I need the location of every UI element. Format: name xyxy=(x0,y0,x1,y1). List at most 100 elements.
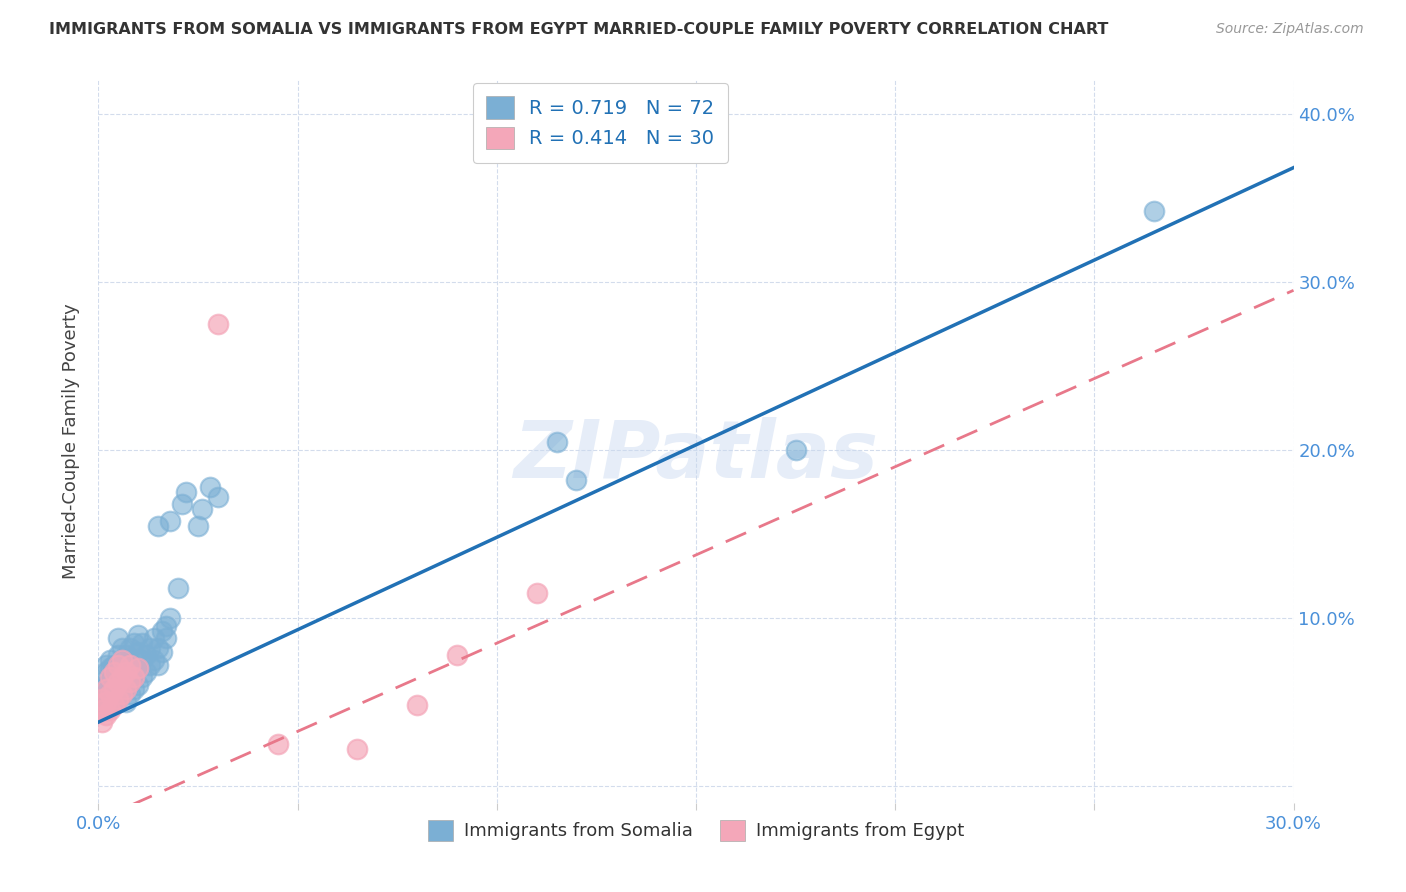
Point xyxy=(98,687,122,701)
Point xyxy=(127,678,149,692)
Point xyxy=(107,648,129,662)
Point xyxy=(155,619,177,633)
Point xyxy=(150,624,173,639)
Point xyxy=(155,631,177,645)
Point xyxy=(127,661,149,675)
Point xyxy=(1143,204,1166,219)
Point xyxy=(139,641,162,656)
Point xyxy=(115,665,138,679)
Point xyxy=(267,737,290,751)
Point xyxy=(120,674,142,689)
Point xyxy=(785,442,807,457)
Point xyxy=(115,648,138,662)
Point xyxy=(127,628,149,642)
Point xyxy=(565,473,588,487)
Text: ZIPatlas: ZIPatlas xyxy=(513,417,879,495)
Point xyxy=(107,691,129,706)
Point xyxy=(96,681,118,696)
Point xyxy=(96,678,118,692)
Point xyxy=(124,665,146,679)
Point xyxy=(207,317,229,331)
Point xyxy=(446,648,468,662)
Point xyxy=(131,636,153,650)
Point xyxy=(111,641,134,656)
Legend: Immigrants from Somalia, Immigrants from Egypt: Immigrants from Somalia, Immigrants from… xyxy=(420,813,972,848)
Point xyxy=(107,658,129,673)
Point xyxy=(111,687,134,701)
Point xyxy=(120,658,142,673)
Point xyxy=(91,681,114,696)
Point xyxy=(120,674,142,689)
Point xyxy=(96,695,118,709)
Point xyxy=(135,665,157,679)
Point xyxy=(115,678,138,692)
Point xyxy=(98,653,122,667)
Point xyxy=(346,742,368,756)
Point xyxy=(159,514,181,528)
Point xyxy=(135,648,157,662)
Point xyxy=(127,661,149,675)
Point xyxy=(143,631,166,645)
Point xyxy=(111,653,134,667)
Point xyxy=(207,490,229,504)
Point xyxy=(96,708,118,723)
Point xyxy=(91,691,114,706)
Point xyxy=(98,661,122,675)
Point xyxy=(198,480,221,494)
Point xyxy=(91,698,114,713)
Point xyxy=(191,501,214,516)
Point xyxy=(98,674,122,689)
Point xyxy=(526,586,548,600)
Point xyxy=(103,698,125,713)
Point xyxy=(120,658,142,673)
Point xyxy=(96,687,118,701)
Point xyxy=(124,681,146,696)
Point xyxy=(91,703,114,717)
Point xyxy=(98,687,122,701)
Point xyxy=(111,670,134,684)
Point xyxy=(107,691,129,706)
Point xyxy=(143,653,166,667)
Point xyxy=(103,681,125,696)
Point xyxy=(107,674,129,689)
Point xyxy=(131,670,153,684)
Point xyxy=(127,644,149,658)
Point xyxy=(103,658,125,673)
Point xyxy=(115,665,138,679)
Point xyxy=(115,695,138,709)
Point xyxy=(91,715,114,730)
Point xyxy=(98,698,122,713)
Point xyxy=(120,687,142,701)
Point xyxy=(148,641,170,656)
Point xyxy=(103,695,125,709)
Point xyxy=(91,691,114,706)
Point xyxy=(174,485,197,500)
Point xyxy=(96,658,118,673)
Text: Source: ZipAtlas.com: Source: ZipAtlas.com xyxy=(1216,22,1364,37)
Point xyxy=(107,631,129,645)
Point xyxy=(172,497,194,511)
Point xyxy=(148,518,170,533)
Point xyxy=(124,653,146,667)
Point xyxy=(150,644,173,658)
Point xyxy=(131,653,153,667)
Point xyxy=(148,658,170,673)
Point xyxy=(111,687,134,701)
Point xyxy=(111,658,134,673)
Point xyxy=(120,641,142,656)
Point xyxy=(103,681,125,696)
Point xyxy=(98,703,122,717)
Point xyxy=(139,658,162,673)
Point xyxy=(406,698,429,713)
Point xyxy=(103,665,125,679)
Point xyxy=(124,636,146,650)
Point xyxy=(159,611,181,625)
Text: IMMIGRANTS FROM SOMALIA VS IMMIGRANTS FROM EGYPT MARRIED-COUPLE FAMILY POVERTY C: IMMIGRANTS FROM SOMALIA VS IMMIGRANTS FR… xyxy=(49,22,1108,37)
Point xyxy=(98,670,122,684)
Point xyxy=(96,703,118,717)
Point xyxy=(546,434,568,449)
Point xyxy=(107,678,129,692)
Point xyxy=(103,670,125,684)
Point xyxy=(167,581,190,595)
Point xyxy=(96,665,118,679)
